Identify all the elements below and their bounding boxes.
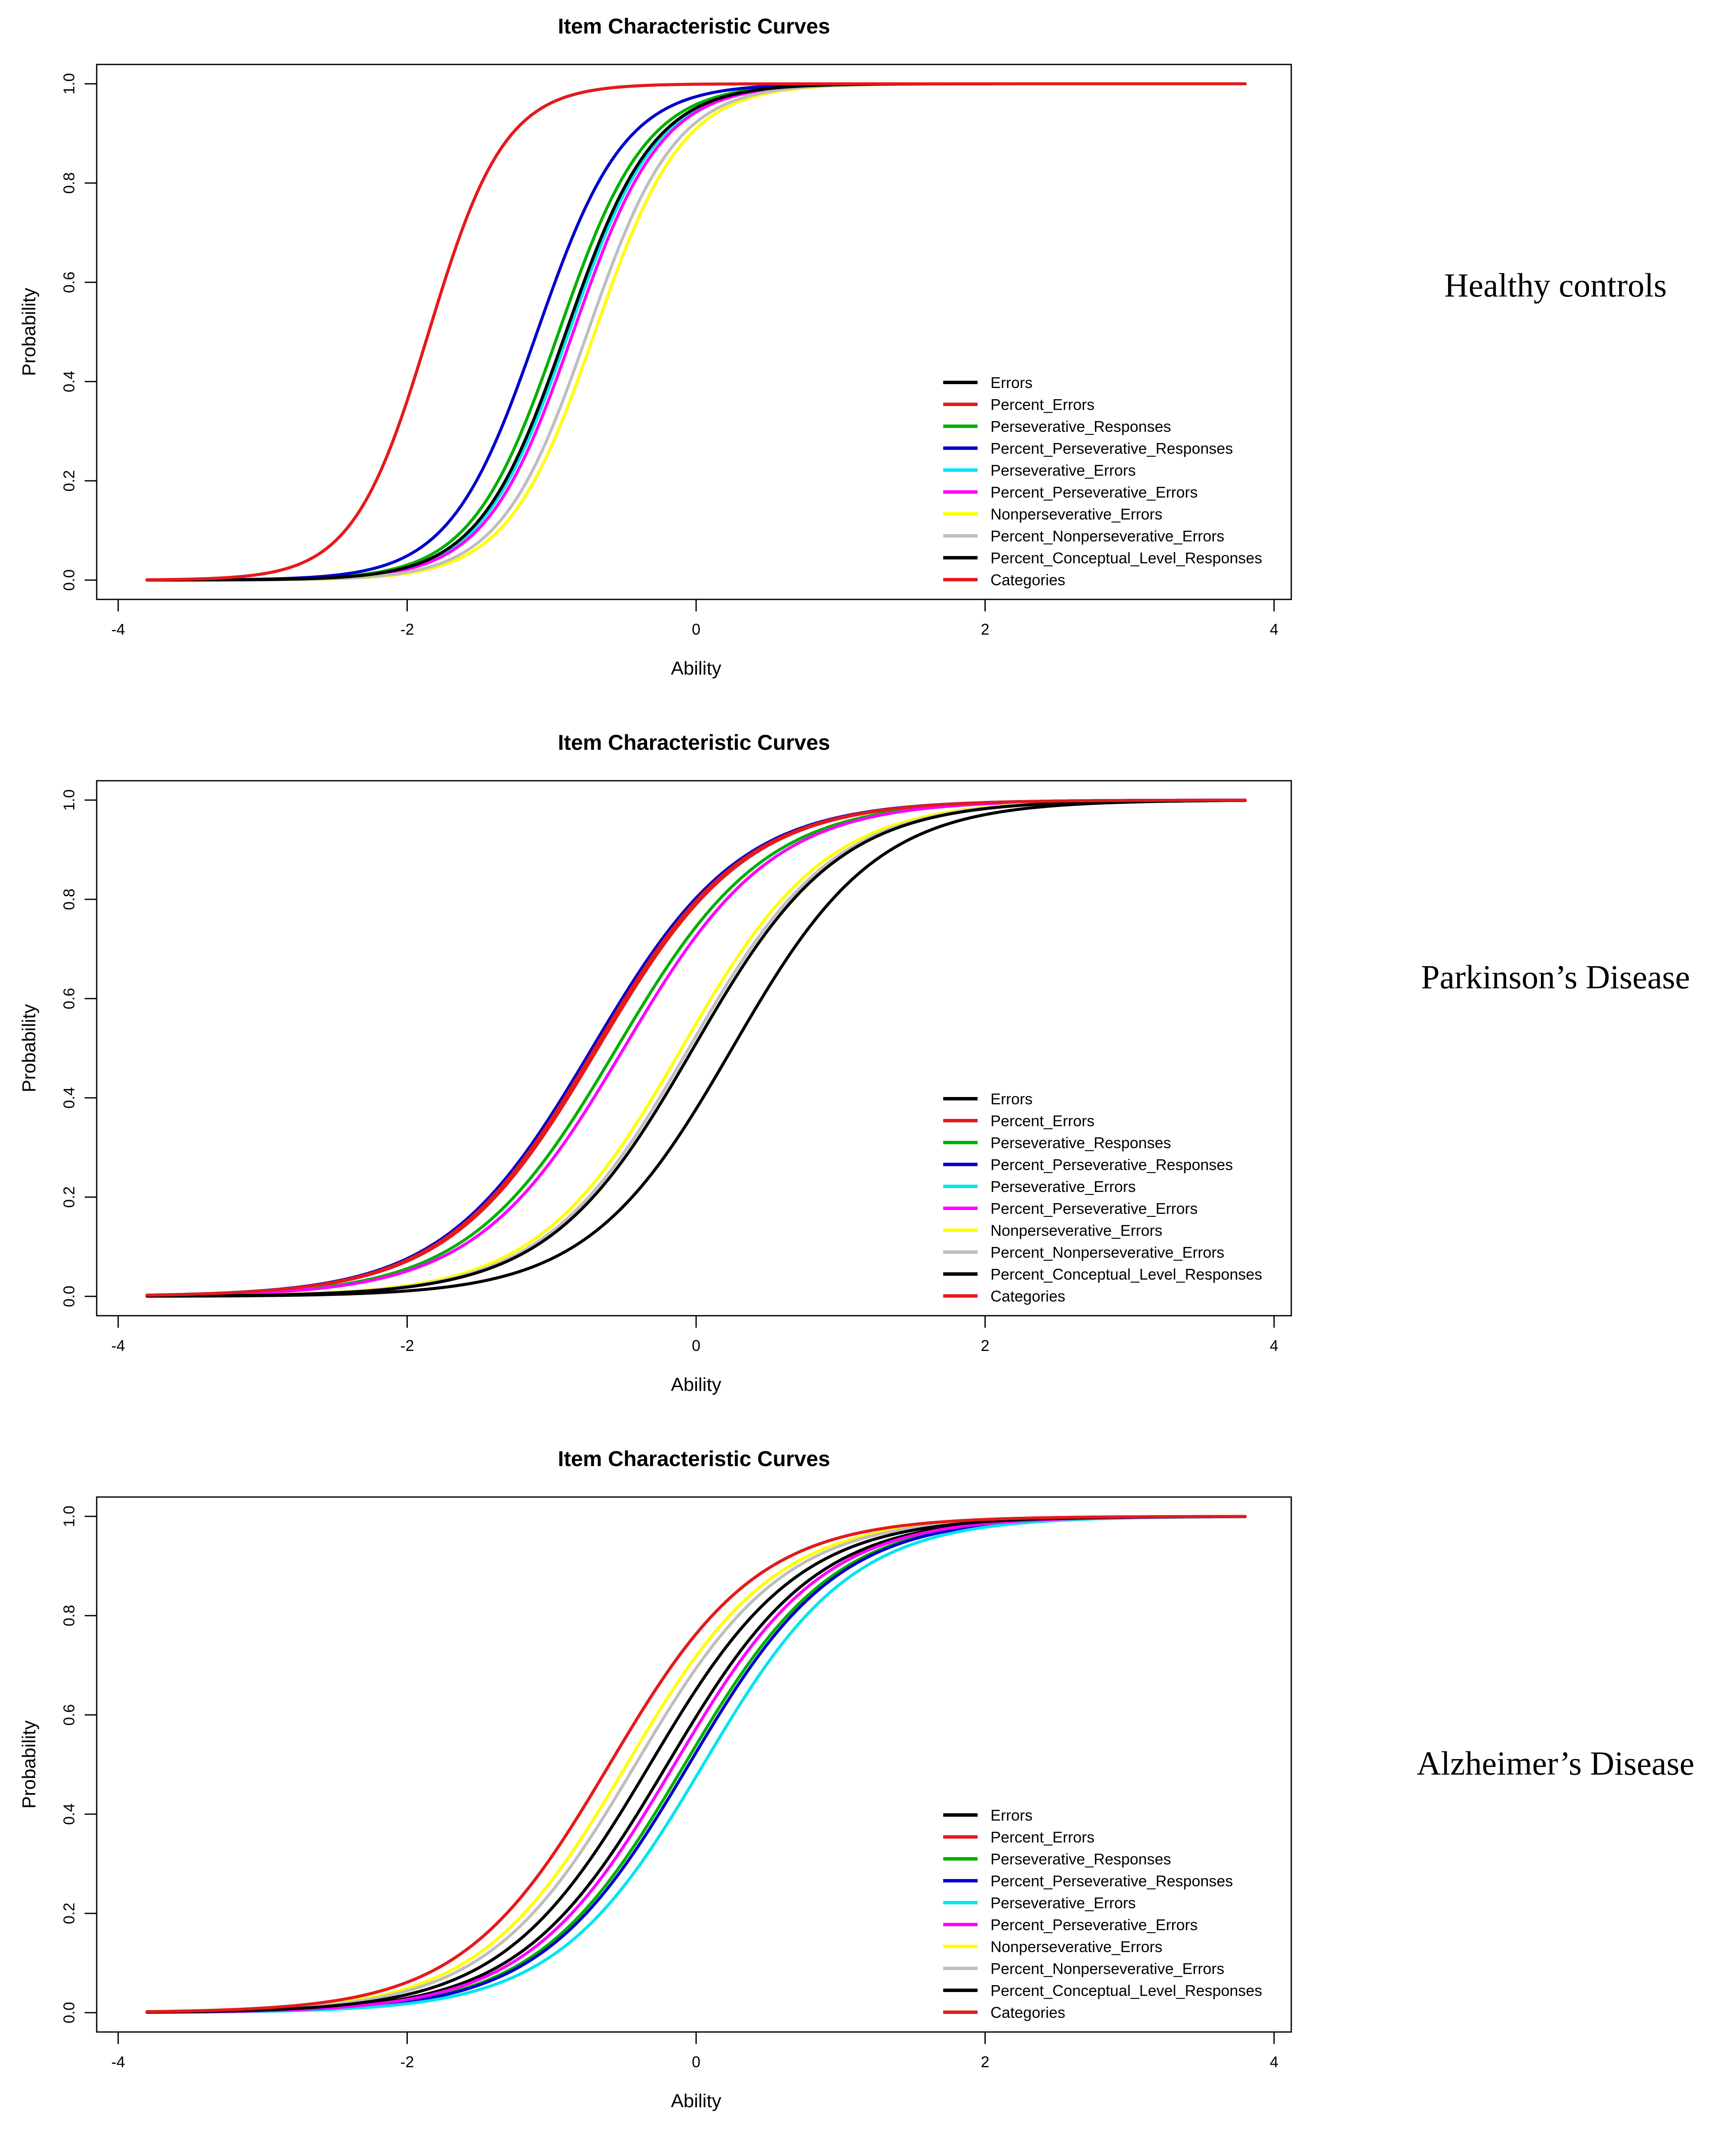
legend-entry: Categories	[990, 571, 1065, 589]
y-tick-label: 0.4	[60, 1803, 78, 1825]
legend-entry: Percent_Nonperseverative_Errors	[990, 1960, 1224, 1977]
y-tick-label: 0.8	[60, 889, 78, 910]
chart-panel-2: Item Characteristic Curves -4 -2 0 2 4 0.0 0.2 0…	[18, 1447, 1292, 2111]
y-tick-label: 0.2	[60, 470, 78, 492]
curve-categories	[145, 798, 1247, 1297]
legend-entry: Errors	[990, 1090, 1033, 1108]
curve-categories	[145, 82, 1247, 581]
x-tick-label: -4	[111, 2053, 125, 2071]
plot-frame	[96, 1496, 1292, 2033]
y-tick-label: 0.6	[60, 1704, 78, 1726]
y-axis-label: Probability	[18, 288, 40, 376]
legend-entry: Perseverative_Responses	[990, 1134, 1171, 1152]
y-tick-label: 0.2	[60, 1903, 78, 1924]
x-axis-label: Ability	[671, 658, 721, 679]
x-axis-label: Ability	[671, 2090, 721, 2111]
x-tick-label: -2	[400, 2053, 414, 2071]
legend-entry: Errors	[990, 374, 1033, 391]
x-tick-label: 0	[692, 2053, 700, 2071]
y-tick-label: 0.8	[60, 172, 78, 194]
y-axis-label: Probability	[18, 1720, 40, 1809]
y-tick-label: 0.0	[60, 569, 78, 591]
x-tick-label: 4	[1270, 620, 1278, 638]
legend-entry: Percent_Perseverative_Errors	[990, 483, 1198, 501]
y-tick-label: 1.0	[60, 73, 78, 95]
legend-entry: Percent_Nonperseverative_Errors	[990, 1244, 1224, 1261]
y-tick-label: 0.8	[60, 1605, 78, 1626]
curve-percent-perseverative-responses	[145, 798, 1247, 1297]
legend-entry: Percent_Perseverative_Errors	[990, 1200, 1198, 1217]
legend-entry: Perseverative_Errors	[990, 1178, 1136, 1195]
group-label: Parkinson’s Disease	[1421, 958, 1690, 996]
x-axis-label: Ability	[671, 1374, 721, 1395]
chart-title: Item Characteristic Curves	[558, 1447, 830, 1471]
legend-entry: Nonperseverative_Errors	[990, 505, 1162, 523]
x-tick-label: -2	[400, 1337, 414, 1354]
x-tick-label: 0	[692, 620, 700, 638]
x-tick-label: 4	[1270, 1337, 1278, 1354]
legend-entry: Perseverative_Responses	[990, 418, 1171, 435]
curve-percent-errors	[145, 1515, 1247, 2014]
y-tick-label: 0.4	[60, 1087, 78, 1109]
chart-title: Item Characteristic Curves	[558, 14, 830, 38]
x-tick-label: 2	[981, 1337, 989, 1354]
legend-entry: Errors	[990, 1806, 1033, 1824]
x-tick-label: -4	[111, 620, 125, 638]
legend-entry: Percent_Perseverative_Errors	[990, 1916, 1198, 1934]
legend-entry: Percent_Conceptual_Level_Responses	[990, 1265, 1262, 1283]
group-label: Healthy controls	[1444, 266, 1667, 304]
legend-entry: Perseverative_Errors	[990, 461, 1136, 479]
legend-entry: Perseverative_Responses	[990, 1850, 1171, 1868]
y-tick-label: 0.2	[60, 1186, 78, 1208]
y-tick-label: 0.4	[60, 371, 78, 392]
plot-frame	[96, 780, 1292, 1317]
plot-frame	[96, 64, 1292, 600]
legend-entry: Categories	[990, 1287, 1065, 1305]
curve-percent-errors	[145, 798, 1247, 1297]
curve-categories	[145, 1515, 1247, 2014]
legend-entry: Percent_Perseverative_Responses	[990, 1872, 1233, 1890]
legend-entry: Nonperseverative_Errors	[990, 1938, 1162, 1956]
x-tick-label: -4	[111, 1337, 125, 1354]
y-axis-label: Probability	[18, 1004, 40, 1092]
curve-percent-conceptual-level-responses	[145, 799, 1247, 1298]
legend-entry: Percent_Errors	[990, 1828, 1094, 1846]
legend-entry: Percent_Nonperseverative_Errors	[990, 527, 1224, 545]
y-tick-label: 0.6	[60, 988, 78, 1009]
legend-entry: Percent_Conceptual_Level_Responses	[990, 1982, 1262, 1999]
x-tick-label: -2	[400, 620, 414, 638]
y-tick-label: 1.0	[60, 1506, 78, 1527]
legend-entry: Nonperseverative_Errors	[990, 1222, 1162, 1239]
legend-entry: Perseverative_Errors	[990, 1894, 1136, 1912]
legend-entry: Categories	[990, 2004, 1065, 2021]
legend-entry: Percent_Conceptual_Level_Responses	[990, 549, 1262, 567]
legend-entry: Percent_Errors	[990, 1112, 1094, 1130]
legend-entry: Percent_Errors	[990, 396, 1094, 413]
y-tick-label: 0.6	[60, 272, 78, 293]
legend-entry: Percent_Perseverative_Responses	[990, 440, 1233, 457]
x-tick-label: 2	[981, 2053, 989, 2071]
chart-panel-0: Item Characteristic Curves -4 -2 0 2 4 0.0 0.2 0…	[18, 14, 1292, 679]
y-tick-label: 0.0	[60, 2002, 78, 2023]
x-tick-label: 0	[692, 1337, 700, 1354]
y-tick-label: 1.0	[60, 789, 78, 811]
legend-entry: Percent_Perseverative_Responses	[990, 1156, 1233, 1173]
group-label: Alzheimer’s Disease	[1417, 1745, 1694, 1782]
chart-title: Item Characteristic Curves	[558, 730, 830, 755]
x-tick-label: 4	[1270, 2053, 1278, 2071]
x-tick-label: 2	[981, 620, 989, 638]
y-tick-label: 0.0	[60, 1286, 78, 1307]
chart-panel-1: Item Characteristic Curves -4 -2 0 2 4 0.0 0.2 0…	[18, 730, 1292, 1395]
